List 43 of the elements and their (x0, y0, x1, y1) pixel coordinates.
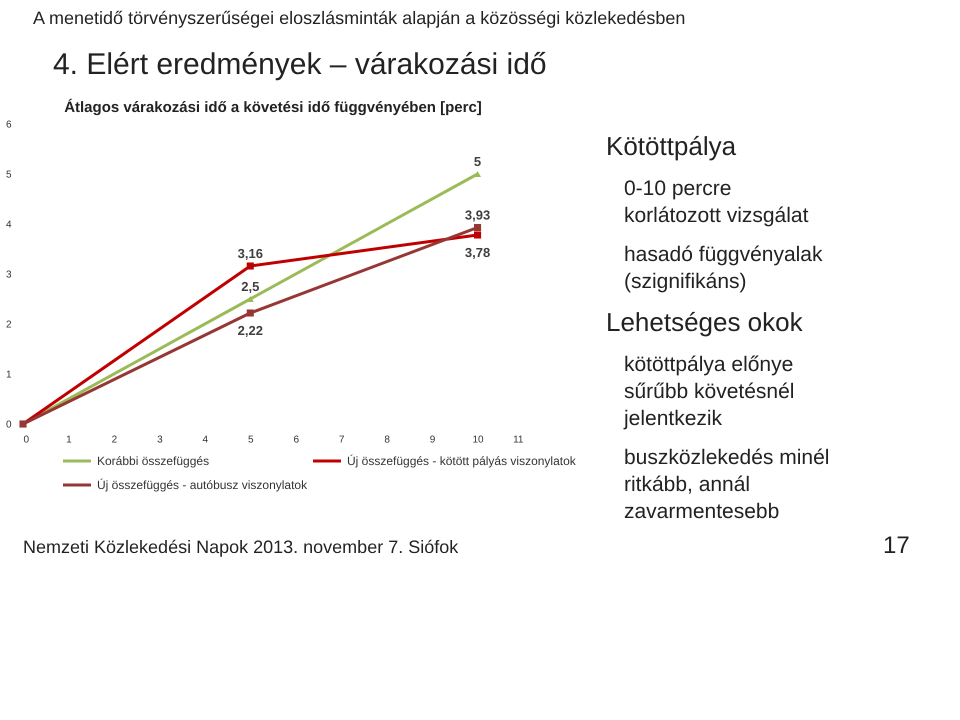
x-tick-label: 1 (66, 434, 72, 446)
text: buszközlekedés minél ritkább, annál zavarmentesebb (624, 446, 830, 523)
x-tick-label: 6 (293, 434, 300, 446)
point (474, 231, 482, 239)
y-tick-label: 0 (6, 420, 12, 430)
y-tick-label: 1 (6, 370, 12, 380)
text: Kötöttpálya (606, 131, 737, 161)
data-label: 5 (474, 154, 482, 169)
point (246, 309, 254, 317)
y-tick-label: 2 (6, 320, 12, 330)
data-label: 3,16 (238, 246, 263, 261)
text: hasadó függvényalak (szignifikáns) (624, 243, 823, 293)
legend-label: Új összefüggés - autóbusz viszonylatok (97, 478, 308, 492)
data-label: 2,5 (241, 279, 260, 294)
x-tick-label: 2 (112, 434, 118, 446)
text: kötöttpálya előnye sűrűbb követésnél jelentkezik (623, 353, 794, 430)
y-tick-label: 3 (6, 270, 12, 280)
data-label: 3,93 (464, 208, 490, 222)
x-tick-label: 5 (248, 434, 254, 446)
x-tick-label: 9 (430, 434, 436, 446)
x-tick-label: 0 (24, 434, 30, 446)
chart-title: Átlagos várakozási idő a követési idő függvényében [perc] (64, 98, 482, 116)
x-tick-label: 10 (472, 434, 484, 446)
y-tick-label: 5 (6, 170, 12, 180)
x-tick-label: 8 (384, 434, 390, 446)
point (246, 262, 254, 270)
y-tick-label: 6 (6, 120, 12, 130)
x-tick-label: 4 (202, 434, 209, 446)
text: 17 (883, 532, 910, 559)
text: 0-10 percre korlátozott vizsgálat (624, 177, 809, 227)
legend-label: Korábbi összefüggés (97, 454, 210, 468)
x-tick-label: 3 (157, 434, 164, 446)
text: A menetidő törvényszerűségei eloszlásminták alapján a közösségi közlekedésben (33, 8, 686, 28)
x-tick-label: 11 (513, 434, 524, 446)
x-tick-label: 7 (338, 434, 345, 446)
point (474, 224, 482, 232)
data-label: 3,78 (464, 245, 490, 260)
text: 4. Elért eredmények – várakozási idő (53, 48, 547, 81)
text: Nemzeti Közlekedési Napok 2013. november 7. Siófok (23, 537, 460, 557)
data-label: 2,22 (238, 323, 263, 338)
y-tick-label: 4 (6, 220, 12, 230)
legend-label: Új összefüggés - kötött pályás viszonylatok (347, 454, 577, 468)
text: Lehetséges okok (606, 307, 804, 337)
